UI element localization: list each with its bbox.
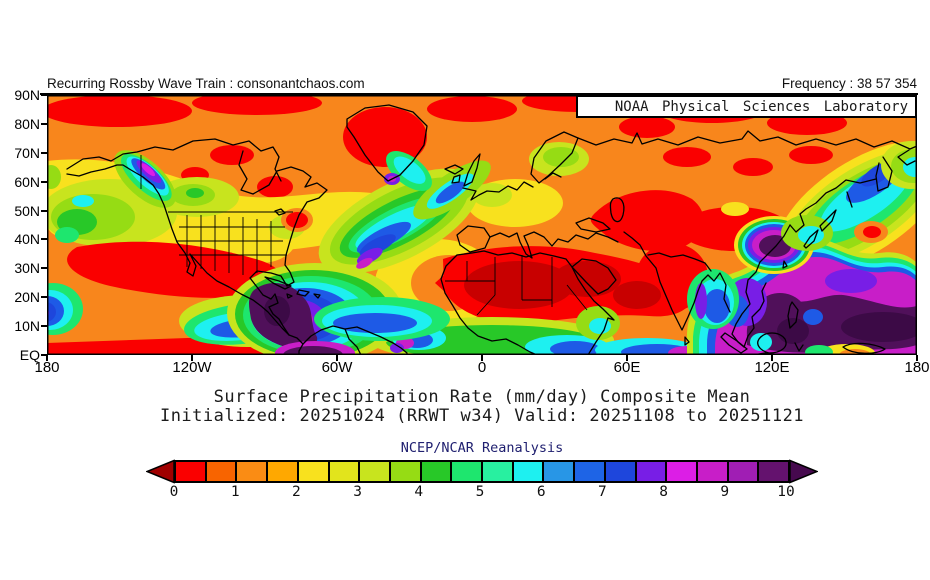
plot-title: Surface Precipitation Rate (mm/day) Comp…	[213, 387, 751, 407]
colorbar-tick-label: 0	[169, 484, 179, 500]
lat-tick-mark	[41, 122, 47, 125]
lon-tick-mark	[626, 355, 628, 361]
lon-tick-mark	[191, 355, 193, 361]
colorbar-segment	[573, 462, 604, 481]
lat-tick-mark	[41, 267, 47, 270]
lat-tick-mark	[41, 296, 47, 299]
plot-subtitle: Initialized: 20251024 (RRWT w34) Valid: …	[159, 406, 805, 426]
map-frame	[47, 95, 917, 355]
colorbar-segment	[757, 462, 789, 481]
lat-tick-label: 10N	[14, 318, 40, 335]
lat-tick-label: 60N	[14, 173, 40, 190]
colorbar-segment	[419, 462, 451, 481]
colorbar-tick-label: 5	[475, 484, 485, 500]
credit-label: NOAA Physical Sciences Laboratory	[614, 98, 908, 115]
header-right-label: Frequency : 38 57 354	[781, 76, 917, 91]
colorbar-segment	[296, 462, 328, 481]
lat-tick-mark	[41, 354, 47, 356]
colorbar-over-arrow	[789, 459, 818, 484]
colorbar-tick-label: 7	[598, 484, 607, 500]
colorbar-tick-label: 2	[292, 484, 301, 500]
lat-tick-mark	[41, 151, 47, 154]
precipitation-field	[47, 95, 917, 355]
world-precipitation-map	[47, 95, 917, 355]
colorbar-segment	[481, 462, 512, 481]
lon-tick-label: 60W	[321, 359, 353, 376]
lat-tick-mark	[41, 238, 47, 241]
data-source-label: NCEP/NCAR Reanalysis	[400, 440, 564, 456]
lon-tick-label: 120W	[172, 359, 212, 376]
lat-tick-label: 80N	[14, 115, 40, 132]
colorbar-segment	[542, 462, 574, 481]
political-borders	[140, 155, 588, 316]
colorbar-segment	[695, 462, 727, 481]
lon-tick-mark	[336, 355, 338, 361]
lon-tick-label: 60E	[613, 359, 641, 376]
lon-tick-label: 0	[477, 359, 487, 376]
lon-tick-label: 180	[904, 359, 930, 376]
lon-tick-mark	[771, 355, 773, 361]
colorbar-segment	[665, 462, 696, 481]
colorbar-tick-label: 10	[777, 484, 795, 500]
lat-tick-label: 40N	[14, 231, 40, 248]
colorbar-segment	[450, 462, 482, 481]
lat-tick-label: 50N	[14, 202, 40, 219]
colorbar-tick-label: 6	[536, 484, 546, 500]
colorbar-tick-label: 1	[230, 484, 240, 500]
colorbar	[174, 460, 790, 483]
lat-tick-label: EQ	[19, 347, 40, 363]
lon-tick-mark	[46, 355, 48, 361]
colorbar-segment	[726, 462, 758, 481]
lon-tick-label: 180	[34, 359, 60, 376]
colorbar-tick-label: 8	[659, 484, 668, 500]
colorbar-tick-label: 4	[414, 484, 424, 500]
credit-box: NOAA Physical Sciences Laboratory	[576, 95, 917, 118]
lat-tick-mark	[41, 325, 47, 328]
colorbar-segment	[327, 462, 359, 481]
lat-tick-label: 20N	[14, 289, 40, 306]
colorbar-segment	[358, 462, 389, 481]
colorbar-segment	[235, 462, 267, 481]
colorbar-segment	[176, 462, 205, 481]
lat-tick-mark	[41, 94, 47, 96]
header-left-label: Recurring Rossby Wave Train : consonantc…	[47, 76, 365, 91]
colorbar-scale: 0 1 2 3 4 5 6 7 8 9 10	[170, 484, 795, 502]
colorbar-segment	[511, 462, 543, 481]
header-divider	[40, 93, 918, 95]
colorbar-under-arrow	[146, 459, 175, 484]
lat-tick-label: 30N	[14, 260, 40, 277]
colorbar-tick-label: 3	[353, 484, 362, 500]
colorbar-segment	[266, 462, 297, 481]
colorbar-segment	[204, 462, 236, 481]
colorbar-segment	[634, 462, 666, 481]
colorbar-segment	[388, 462, 420, 481]
lat-tick-mark	[41, 209, 47, 212]
lon-tick-label: 120E	[754, 359, 790, 376]
lon-tick-mark	[481, 355, 483, 361]
lat-tick-label: 90N	[14, 87, 40, 103]
colorbar-tick-label: 9	[720, 484, 730, 500]
lon-tick-mark	[916, 355, 918, 361]
lat-tick-mark	[41, 180, 47, 183]
lat-tick-label: 70N	[14, 144, 40, 161]
colorbar-segment	[603, 462, 635, 481]
